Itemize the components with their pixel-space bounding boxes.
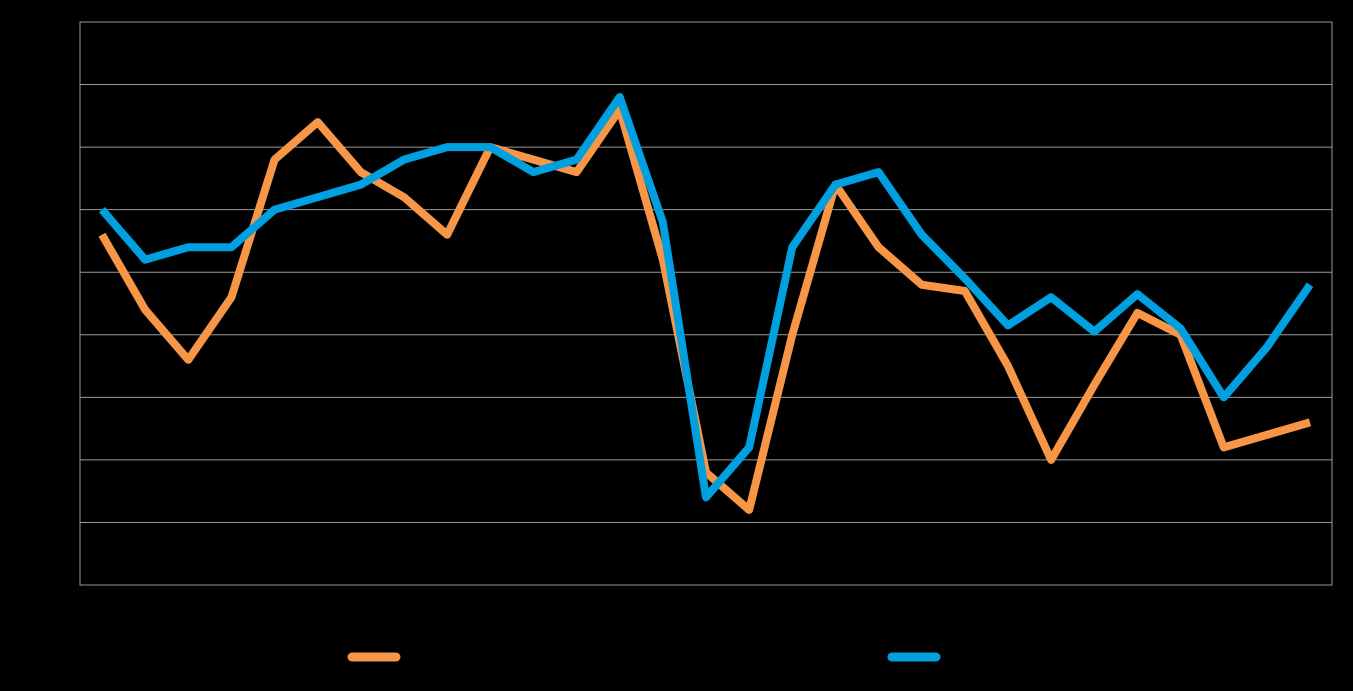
series-line	[98, 93, 1314, 502]
